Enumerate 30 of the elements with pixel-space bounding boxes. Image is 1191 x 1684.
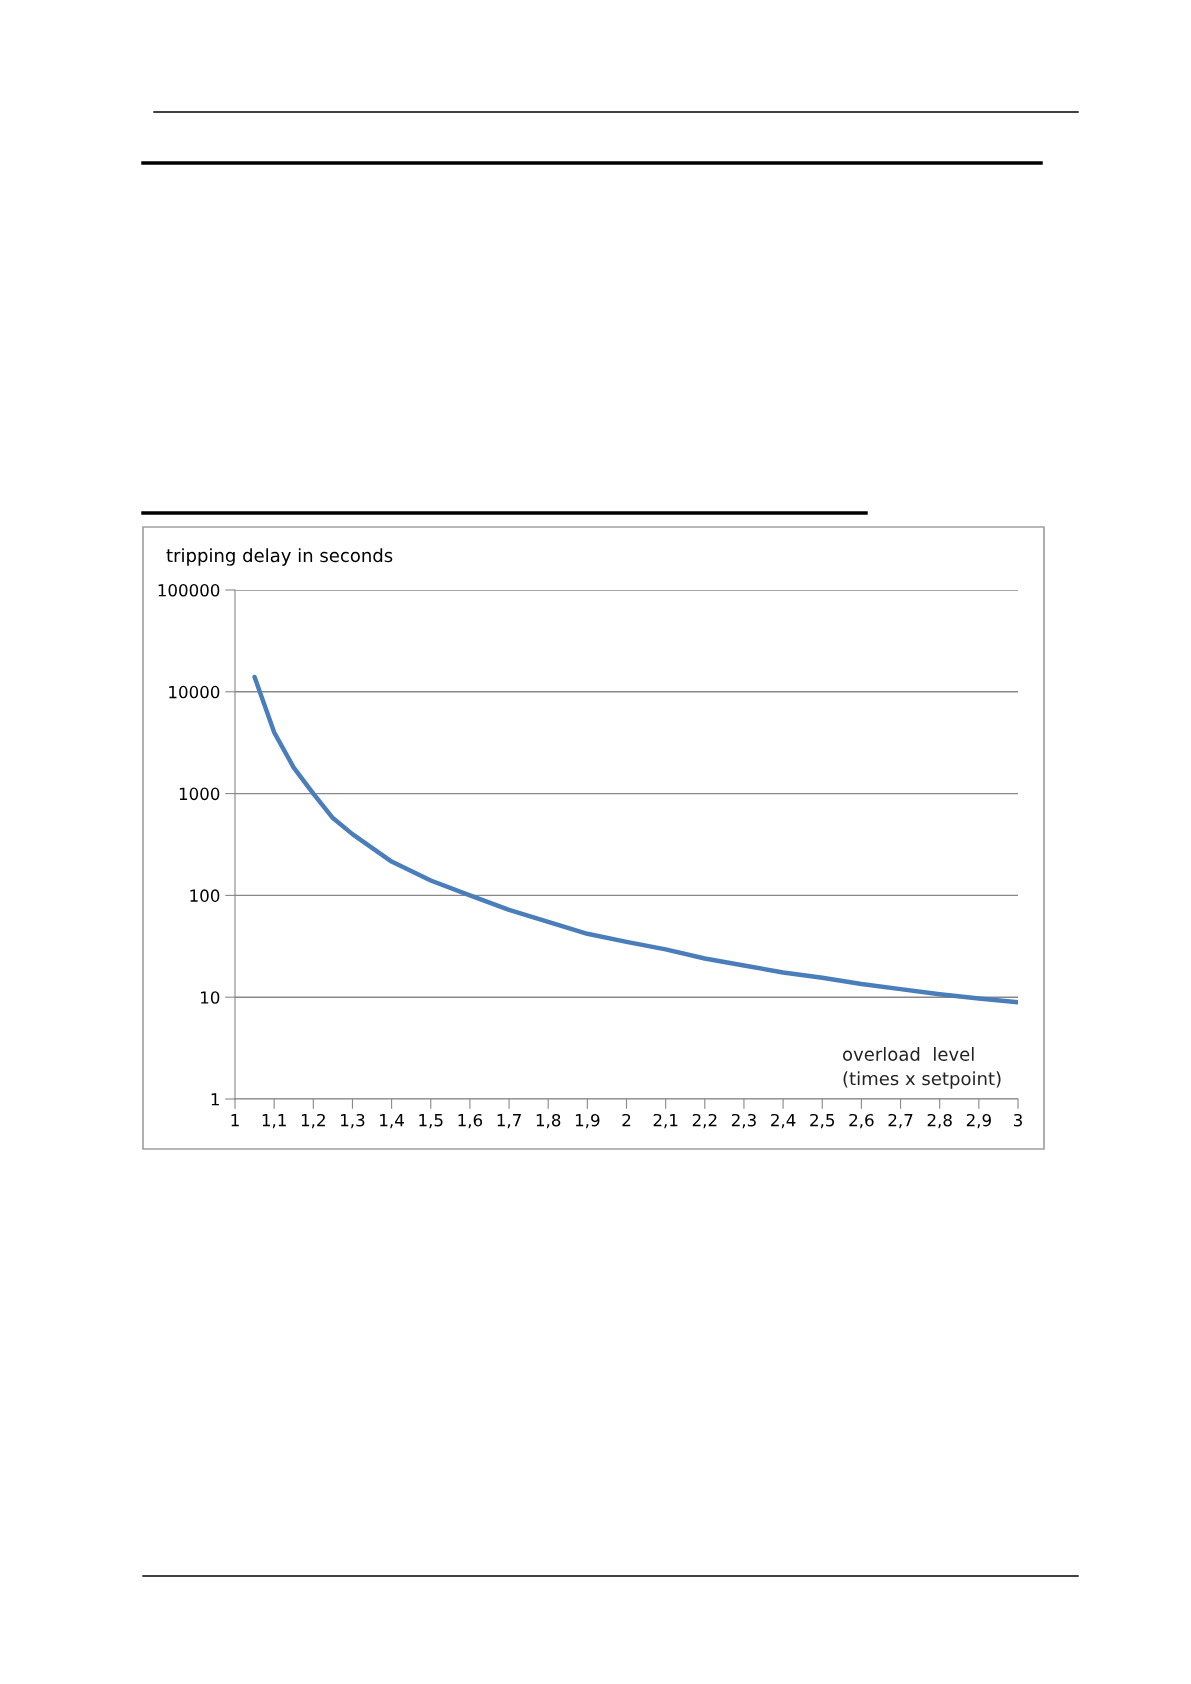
x-tick-label: 2: [622, 1113, 631, 1127]
x-tick-label: 1: [231, 1114, 239, 1127]
x-tick-label: 1,9: [575, 1113, 600, 1129]
x-tick-label: 2,8: [927, 1113, 952, 1129]
x-tick-label: 1,2: [301, 1113, 325, 1129]
x-tick-label: 1,5: [419, 1114, 443, 1129]
y-tick-label: 100000: [158, 583, 220, 597]
x-tick-label: 2,5: [810, 1113, 835, 1129]
x-tick-label: 1,4: [380, 1114, 404, 1129]
y-tick-label: 100: [190, 889, 220, 902]
line-series: [252, 674, 1018, 1005]
x-tick-label: 3: [1013, 1113, 1022, 1127]
x-tick-label: 2,1: [653, 1113, 678, 1129]
x-tick-label: 1,7: [497, 1114, 521, 1129]
x-tick-label: 2,6: [849, 1113, 874, 1129]
x-tick-label: 1,8: [536, 1113, 561, 1129]
y-tick-label: 10000: [169, 685, 220, 699]
x-tick-label: 1,1: [262, 1114, 286, 1129]
y-tick-label: 10: [201, 991, 220, 1004]
y-tick-label: 1000: [179, 787, 220, 801]
x-tick-label: 2,9: [966, 1113, 991, 1129]
x-tick-label: 2,2: [692, 1113, 717, 1129]
x-tick-label: 1,6: [458, 1113, 483, 1129]
x-tick-label: 2,3: [731, 1113, 756, 1129]
x-axis-title: overload level (times x setpoint): [843, 1047, 1001, 1089]
x-tick-label: 2,7: [888, 1113, 913, 1129]
x-tick-label: 2,4: [771, 1113, 796, 1129]
y-axis-title: tripping delay in seconds: [166, 548, 393, 566]
x-tick-label: 1,3: [341, 1113, 365, 1129]
y-tick-label: 1: [211, 1093, 219, 1106]
